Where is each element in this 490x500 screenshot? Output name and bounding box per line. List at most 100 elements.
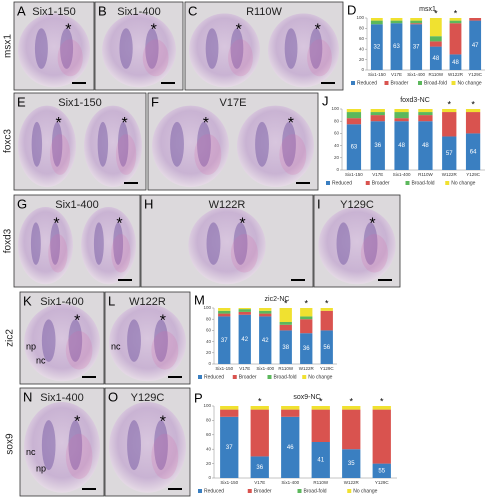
significance: * xyxy=(349,396,353,406)
bar-segment xyxy=(370,115,385,122)
panel-title: Six1-150 xyxy=(32,6,75,18)
stain xyxy=(284,28,298,69)
panel-letter: M xyxy=(194,292,205,307)
x-tick-label: W122R xyxy=(299,366,315,371)
x-tick-label: R110W xyxy=(313,480,328,485)
significance: * xyxy=(447,99,451,109)
y-tick-label: 60 xyxy=(206,432,212,437)
embryo xyxy=(189,13,260,88)
bar-segment xyxy=(449,18,462,21)
legend-label: Broader xyxy=(254,488,272,494)
bar-segment xyxy=(259,313,272,317)
legend-label: Broad-fold xyxy=(424,80,447,86)
bar-segment xyxy=(259,316,272,364)
stain xyxy=(30,222,41,265)
bar-segment xyxy=(394,121,409,170)
row-label: foxc3 xyxy=(3,129,14,153)
bar-segment xyxy=(281,416,300,478)
bar-segment xyxy=(320,308,333,311)
legend-swatch xyxy=(451,81,456,85)
bar-segment xyxy=(218,316,231,364)
asterisk: * xyxy=(288,115,294,132)
legend-label: Reduced xyxy=(204,488,224,494)
n-label: 36 xyxy=(303,346,310,352)
bar-segment xyxy=(370,24,383,71)
pink-stain xyxy=(360,234,388,273)
y-tick-label: 80 xyxy=(206,418,212,423)
n-label: 38 xyxy=(282,345,289,351)
bar-segment xyxy=(410,18,423,21)
bar-segment xyxy=(250,406,269,410)
annotation: nc xyxy=(111,342,121,352)
legend-swatch xyxy=(365,181,370,185)
n-label: 48 xyxy=(432,56,439,62)
n-label: 57 xyxy=(446,151,453,157)
bar-segment xyxy=(442,112,457,137)
panel-letter: E xyxy=(17,94,26,109)
asterisk: * xyxy=(121,115,127,132)
panel-title: Y129C xyxy=(131,392,165,404)
panel-letter: A xyxy=(17,3,26,18)
legend-label: Reduced xyxy=(357,80,377,86)
panel-letter: I xyxy=(317,196,321,211)
bar-segment xyxy=(469,18,482,21)
bar-segment xyxy=(418,115,433,122)
legend-swatch xyxy=(198,489,202,493)
bar-segment xyxy=(394,112,409,119)
bar-segment xyxy=(238,309,251,312)
panel-letter: J xyxy=(322,93,329,108)
pink-stain xyxy=(115,134,137,175)
panel-title: Six1-400 xyxy=(117,6,160,18)
y-tick-label: 40 xyxy=(334,143,340,148)
legend-label: Broader xyxy=(239,374,257,380)
y-tick-label: 100 xyxy=(203,403,211,408)
panel-letter: L xyxy=(108,293,115,308)
n-label: 32 xyxy=(373,45,380,51)
pink-stain xyxy=(307,39,332,77)
bar-segment xyxy=(300,316,313,320)
y-tick-label: 80 xyxy=(359,26,365,31)
asterisk: * xyxy=(239,216,245,233)
legend-swatch xyxy=(247,489,252,493)
n-label: 47 xyxy=(472,43,479,49)
panel-title: Six1-400 xyxy=(40,296,83,308)
x-tick-label: V17E xyxy=(391,72,402,77)
bar-segment xyxy=(250,456,269,478)
stain xyxy=(68,420,83,471)
panel-letter: C xyxy=(188,3,197,18)
chart-title: sox9-NC xyxy=(293,394,320,401)
n-label: 37 xyxy=(226,445,233,451)
asterisk: * xyxy=(53,216,59,233)
stain xyxy=(170,121,184,167)
stain xyxy=(336,222,351,265)
row-label: msx1 xyxy=(3,34,14,58)
stain xyxy=(41,319,56,362)
panel-letter: F xyxy=(151,94,159,109)
bar-segment xyxy=(346,118,362,125)
bar-segment xyxy=(218,313,231,317)
x-tick-label: R110W xyxy=(278,366,293,371)
significance: * xyxy=(284,298,288,308)
bar-segment xyxy=(418,121,433,170)
x-tick-label: V17E xyxy=(239,366,250,371)
x-tick-label: Y129C xyxy=(468,72,483,77)
legend-label: Broad-fold xyxy=(274,374,297,380)
legend-swatch xyxy=(198,375,202,379)
panel-title: V17E xyxy=(220,97,247,109)
bar-segment xyxy=(300,308,313,317)
bar-segment xyxy=(279,322,292,325)
bar-segment xyxy=(346,124,362,170)
stain xyxy=(127,420,141,471)
embryo xyxy=(268,13,339,88)
embryo xyxy=(18,13,90,88)
significance: * xyxy=(319,396,323,406)
y-tick-label: 0 xyxy=(361,67,364,72)
chart-title: msx1 xyxy=(419,6,436,13)
asterisk: * xyxy=(55,115,61,132)
legend-label: Reduced xyxy=(332,180,352,186)
bar-segment xyxy=(342,406,361,410)
y-tick-label: 80 xyxy=(206,316,212,321)
legend-label: No change xyxy=(451,180,475,186)
stain xyxy=(97,121,109,167)
